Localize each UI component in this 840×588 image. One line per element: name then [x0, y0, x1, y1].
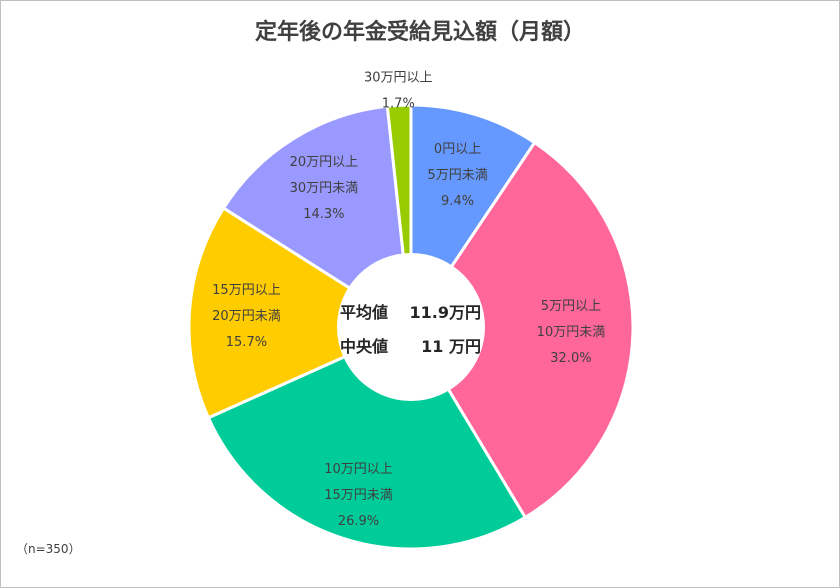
slice-value-label: 1.7% [382, 96, 415, 111]
chart-title: 定年後の年金受給見込額（月額） [254, 20, 585, 45]
donut-slice [187, 205, 415, 420]
slice-category-label: 15万円未満 [324, 488, 393, 503]
donut-slices [187, 103, 635, 551]
donut-hole [337, 253, 485, 401]
slice-category-label: 30万円未満 [290, 181, 359, 196]
slice-category-label: 15万円以上 [212, 283, 281, 298]
slice-labels: 0円以上 5万円未満 9.4% 5万円以上 10万円未満 32.0% 10万円以上 15万円未… [212, 70, 605, 529]
slice-category-label: 5万円未満 [427, 168, 487, 183]
slice-category-label: 5万円以上 [541, 299, 601, 314]
slice-category-label: 20万円未満 [212, 309, 281, 324]
slice-category-label: 30万円以上 [364, 70, 433, 85]
slice-category-label: 0円以上 [434, 142, 481, 157]
center-median-value: 11 万円 [421, 337, 481, 356]
slice-value-label: 15.7% [226, 335, 267, 350]
center-mean-value: 11.9万円 [410, 303, 481, 322]
slice-value-label: 32.0% [550, 351, 591, 366]
donut-slice [409, 140, 635, 520]
center-mean-label: 平均値 [340, 303, 388, 322]
sample-size-note: （n=350） [16, 542, 81, 556]
slice-value-label: 26.9% [338, 514, 379, 529]
slice-value-label: 9.4% [441, 194, 474, 209]
slice-value-label: 14.3% [303, 207, 344, 222]
slice-category-label: 20万円以上 [290, 155, 359, 170]
center-median-label: 中央値 [340, 337, 388, 356]
slice-category-label: 10万円未満 [537, 325, 606, 340]
slice-category-label: 10万円以上 [324, 462, 393, 477]
